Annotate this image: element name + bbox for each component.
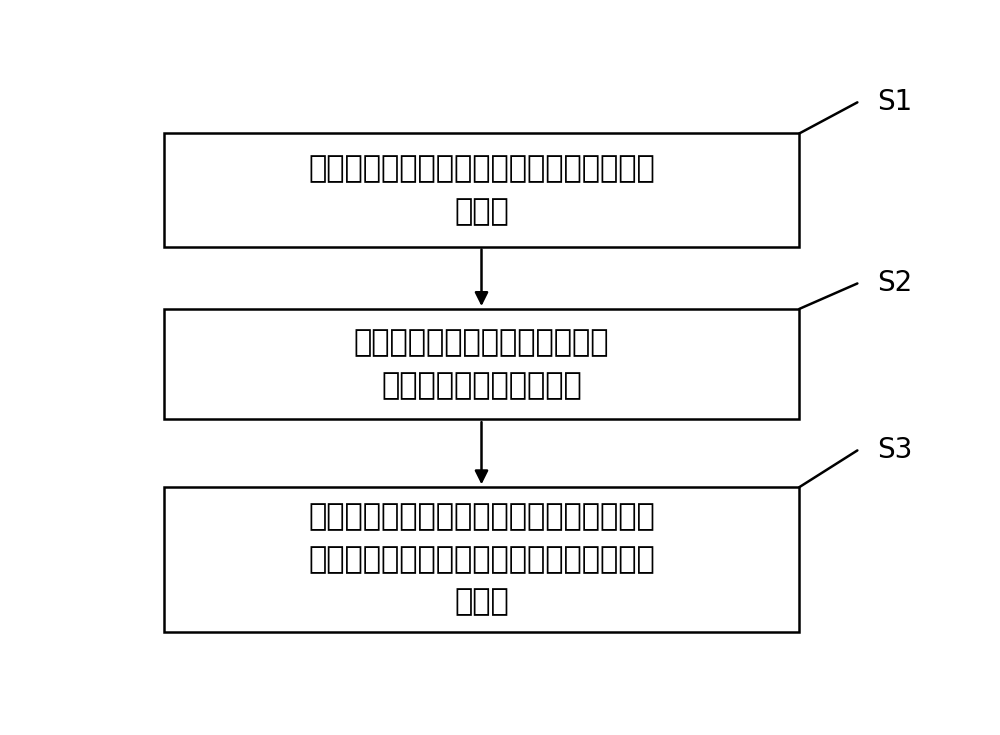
Text: 获取地面目标在每帧无人机单目视觉图像中
的位置: 获取地面目标在每帧无人机单目视觉图像中 的位置 xyxy=(308,154,655,226)
Text: 基于图像中的位置，采用视场角
计算地面目标的真实坐标: 基于图像中的位置，采用视场角 计算地面目标的真实坐标 xyxy=(354,329,609,400)
Text: S3: S3 xyxy=(877,437,912,465)
Text: S2: S2 xyxy=(877,270,912,298)
Bar xyxy=(164,487,799,631)
Text: 将地面目标的真实坐标叠加无人机的位姿信
息，得到无人机飞行的过程中地面目标的定
位信息: 将地面目标的真实坐标叠加无人机的位姿信 息，得到无人机飞行的过程中地面目标的定 … xyxy=(308,502,655,617)
Bar xyxy=(164,309,799,419)
Bar xyxy=(164,134,799,247)
Text: S1: S1 xyxy=(877,88,912,116)
